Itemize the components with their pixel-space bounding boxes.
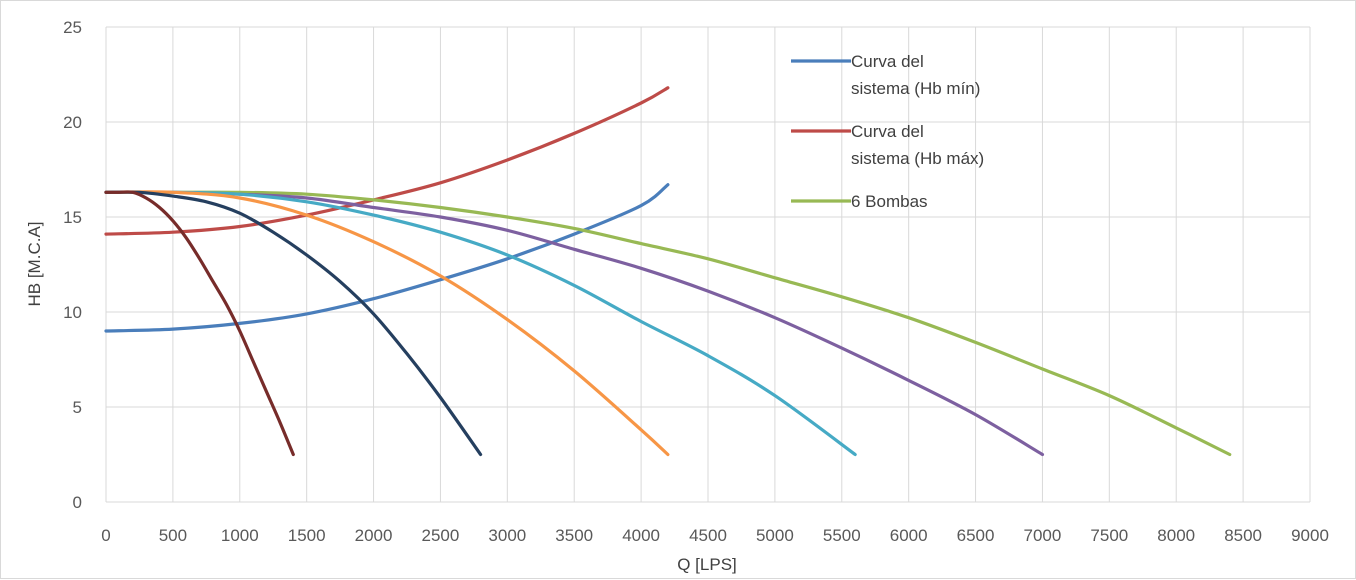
x-tick-label: 1500 <box>288 526 326 545</box>
y-tick-label: 5 <box>73 398 82 417</box>
legend-entry: Curva del sistema (Hb mín) <box>791 52 980 98</box>
legend-label: 6 Bombas <box>851 192 928 211</box>
x-axis-ticks: 0 500 1000 1500 2000 2500 3000 3500 4000 4500 5000… <box>101 526 1329 545</box>
x-tick-label: 2000 <box>355 526 393 545</box>
x-tick-label: 8500 <box>1224 526 1262 545</box>
x-tick-label: 7500 <box>1090 526 1128 545</box>
x-tick-label: 500 <box>159 526 187 545</box>
series-line-8 <box>104 190 295 457</box>
legend-label: Curva del <box>851 52 924 71</box>
x-tick-label: 9000 <box>1291 526 1329 545</box>
series-line-5 <box>104 190 857 457</box>
x-tick-label: 4000 <box>622 526 660 545</box>
y-tick-label: 15 <box>63 208 82 227</box>
legend: Curva del sistema (Hb mín) Curva del sistem… <box>791 52 984 211</box>
series-line-curva-del-sistema-hb-m-n <box>104 183 670 333</box>
x-tick-label: 5500 <box>823 526 861 545</box>
x-tick-label: 8000 <box>1157 526 1195 545</box>
y-tick-label: 10 <box>63 303 82 322</box>
x-tick-label: 2500 <box>422 526 460 545</box>
x-tick-label: 6000 <box>890 526 928 545</box>
x-tick-label: 5000 <box>756 526 794 545</box>
legend-label: sistema (Hb máx) <box>851 149 984 168</box>
x-axis-title: Q [LPS] <box>677 555 737 574</box>
x-tick-label: 3000 <box>488 526 526 545</box>
y-tick-label: 25 <box>63 18 82 37</box>
legend-entry: Curva del sistema (Hb máx) <box>791 122 984 168</box>
x-tick-label: 3500 <box>555 526 593 545</box>
x-tick-label: 1000 <box>221 526 259 545</box>
series-line-6 <box>104 190 670 457</box>
y-axis-title: HB [M.C.A] <box>25 221 44 306</box>
x-tick-label: 6500 <box>957 526 995 545</box>
legend-label: sistema (Hb mín) <box>851 79 980 98</box>
legend-entry: 6 Bombas <box>791 192 928 211</box>
legend-label: Curva del <box>851 122 924 141</box>
gridlines <box>105 26 1311 503</box>
y-tick-label: 0 <box>73 493 82 512</box>
series-line-curva-del-sistema-hb-m-x <box>104 86 670 236</box>
y-tick-label: 20 <box>63 113 82 132</box>
x-tick-label: 0 <box>101 526 110 545</box>
x-tick-label: 4500 <box>689 526 727 545</box>
series-lines <box>104 86 1232 457</box>
series-line-7 <box>104 190 483 457</box>
y-axis-ticks: 0 5 10 15 20 25 <box>63 18 82 512</box>
x-tick-label: 7000 <box>1024 526 1062 545</box>
series-line-6-bombas <box>104 190 1232 457</box>
